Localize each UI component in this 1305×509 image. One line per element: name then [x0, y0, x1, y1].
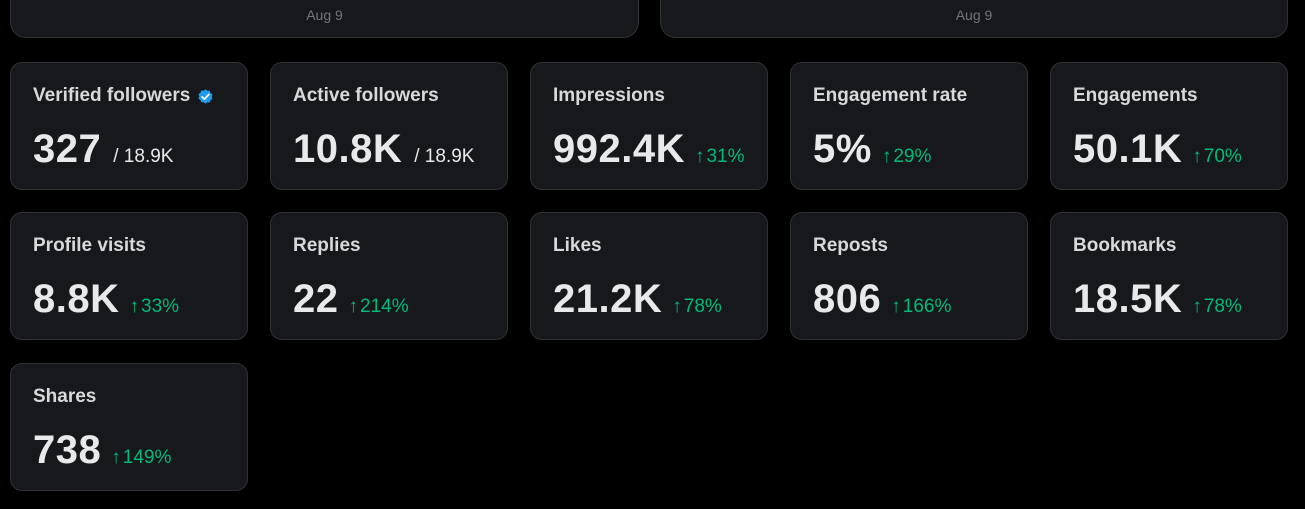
metric-label: Impressions	[553, 85, 665, 106]
metric-change: ↑ 31%	[695, 146, 745, 168]
metric-row: 327 / 18.9K	[33, 127, 173, 172]
metric-label: Reposts	[813, 235, 888, 256]
metric-change: ↑ 166%	[891, 296, 951, 318]
metric-row: 50.1K ↑ 70%	[1073, 127, 1242, 172]
metric-label: Likes	[553, 235, 602, 256]
metric-row: 22 ↑ 214%	[293, 277, 409, 322]
arrow-up-icon: ↑	[1192, 146, 1202, 167]
metric-value: 992.4K	[553, 127, 685, 171]
metric-value: 18.5K	[1073, 277, 1183, 321]
metric-value: 50.1K	[1073, 127, 1183, 171]
chart-card-left: Aug 9	[10, 0, 639, 38]
metric-value: 22	[293, 277, 339, 321]
metric-label-wrap: Verified followers	[33, 85, 215, 107]
arrow-up-icon: ↑	[348, 296, 359, 317]
metric-total: / 18.9K	[113, 146, 174, 167]
metric-change: ↑ 78%	[1192, 296, 1242, 318]
metric-card-active-followers[interactable]: Active followers 10.8K / 18.9K	[270, 62, 508, 190]
metric-row: 992.4K ↑ 31%	[553, 127, 745, 172]
metric-change-value: 149%	[122, 447, 172, 468]
arrow-up-icon: ↑	[129, 296, 140, 317]
metric-card-impressions[interactable]: Impressions 992.4K ↑ 31%	[530, 62, 768, 190]
metric-label: Active followers	[293, 85, 439, 106]
chart-date-label: Aug 9	[306, 7, 343, 23]
metric-value: 5%	[813, 127, 872, 171]
metric-card-replies[interactable]: Replies 22 ↑ 214%	[270, 212, 508, 340]
metric-change-value: 29%	[893, 146, 932, 167]
metric-label: Profile visits	[33, 235, 146, 256]
metric-card-engagement-rate[interactable]: Engagement rate 5% ↑ 29%	[790, 62, 1028, 190]
metric-label: Engagements	[1073, 85, 1198, 106]
metric-change: ↑ 33%	[130, 296, 180, 318]
metric-card-likes[interactable]: Likes 21.2K ↑ 78%	[530, 212, 768, 340]
metric-change-value: 214%	[360, 296, 409, 317]
metric-value: 8.8K	[33, 277, 120, 321]
metric-row: 18.5K ↑ 78%	[1073, 277, 1242, 322]
metric-row: 5% ↑ 29%	[813, 127, 931, 172]
metric-row: 738 ↑ 149%	[33, 428, 171, 473]
metric-value: 10.8K	[293, 127, 403, 171]
metric-change-value: 33%	[141, 296, 180, 317]
metric-label: Engagement rate	[813, 85, 968, 106]
metric-value: 738	[33, 428, 102, 472]
metric-value: 327	[33, 127, 102, 171]
metric-label: Shares	[33, 386, 97, 407]
metric-label: Bookmarks	[1073, 235, 1177, 256]
metric-change: ↑ 29%	[882, 146, 932, 168]
verified-badge-icon	[198, 88, 213, 104]
arrow-up-icon: ↑	[111, 447, 121, 468]
metric-row: 806 ↑ 166%	[813, 277, 951, 322]
metric-row: 21.2K ↑ 78%	[553, 277, 722, 322]
metric-change: ↑ 70%	[1192, 146, 1242, 168]
metric-card-reposts[interactable]: Reposts 806 ↑ 166%	[790, 212, 1028, 340]
metric-label: Verified followers	[33, 85, 191, 106]
metric-change: ↑ 214%	[349, 296, 409, 318]
metric-change-value: 31%	[706, 146, 745, 167]
arrow-up-icon: ↑	[672, 296, 682, 317]
arrow-up-icon: ↑	[891, 296, 901, 317]
metric-row: 10.8K / 18.9K	[293, 127, 474, 172]
metric-card-profile-visits[interactable]: Profile visits 8.8K ↑ 33%	[10, 212, 248, 340]
metric-change: ↑ 78%	[672, 296, 722, 318]
arrow-up-icon: ↑	[694, 146, 705, 167]
metric-total: / 18.9K	[414, 146, 475, 167]
chart-card-right: Aug 9	[660, 0, 1288, 38]
metric-label: Replies	[293, 235, 361, 256]
chart-date-label: Aug 9	[955, 7, 993, 23]
arrow-up-icon: ↑	[1192, 296, 1202, 317]
metric-change: ↑ 149%	[111, 447, 171, 469]
metric-change-value: 78%	[683, 296, 722, 317]
metric-change-value: 78%	[1203, 296, 1242, 317]
metric-change-value: 166%	[902, 296, 952, 317]
metric-row: 8.8K ↑ 33%	[33, 277, 179, 322]
metric-card-engagements[interactable]: Engagements 50.1K ↑ 70%	[1050, 62, 1288, 190]
metric-card-shares[interactable]: Shares 738 ↑ 149%	[10, 363, 248, 491]
metric-value: 21.2K	[553, 277, 663, 321]
arrow-up-icon: ↑	[881, 146, 892, 167]
metric-change-value: 70%	[1203, 146, 1242, 167]
metric-card-verified-followers[interactable]: Verified followers 327 / 18.9K	[10, 62, 248, 190]
metric-card-bookmarks[interactable]: Bookmarks 18.5K ↑ 78%	[1050, 212, 1288, 340]
metric-value: 806	[813, 277, 882, 321]
